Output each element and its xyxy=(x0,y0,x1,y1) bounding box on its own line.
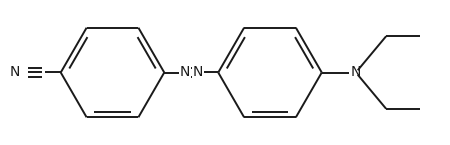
Text: N: N xyxy=(350,66,361,79)
Text: N: N xyxy=(180,66,190,79)
Text: N: N xyxy=(10,66,20,79)
Text: N: N xyxy=(193,66,203,79)
